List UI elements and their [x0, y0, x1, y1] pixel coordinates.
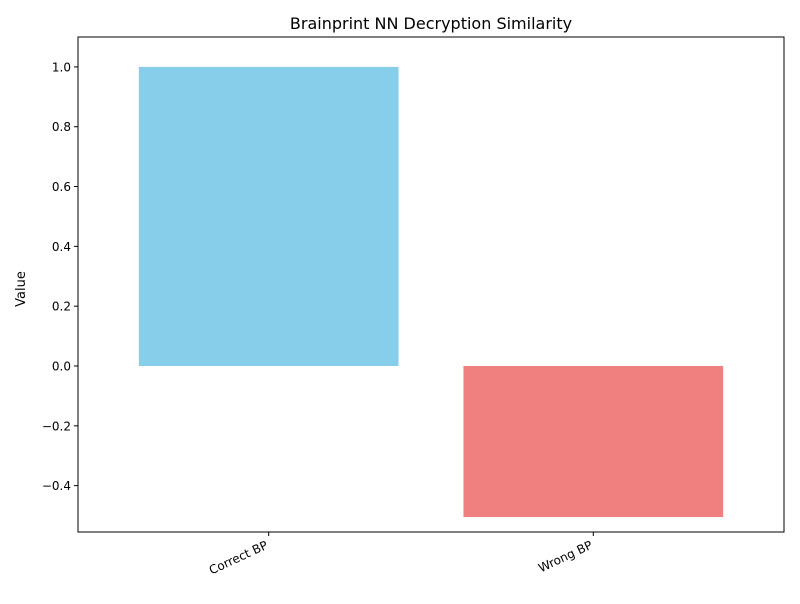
x-axis-ticks: Correct BP Wrong BP	[207, 532, 595, 577]
bar-wrong-bp	[463, 366, 724, 518]
plot-frame	[77, 36, 785, 533]
chart-title: Brainprint NN Decryption Similarity	[290, 14, 572, 33]
bar-correct-bp	[138, 66, 399, 367]
y-axis-label: Value	[14, 271, 29, 307]
y-tick-label: 0.8	[52, 120, 71, 134]
x-tick-label: Correct BP	[207, 538, 270, 577]
y-tick-label: 0.0	[52, 360, 71, 374]
y-tick-label: 0.6	[52, 180, 71, 194]
y-tick-label: 1.0	[52, 60, 71, 74]
y-tick-label: 0.2	[52, 300, 71, 314]
bars-group	[138, 66, 724, 518]
x-tick-label: Wrong BP	[536, 538, 594, 575]
y-tick-label: 0.4	[52, 240, 71, 254]
y-axis-ticks: −0.4 −0.2 0.0 0.2 0.4 0.6 0.8 1.0	[42, 60, 78, 493]
y-tick-label: −0.2	[42, 419, 71, 433]
y-tick-label: −0.4	[42, 479, 71, 493]
